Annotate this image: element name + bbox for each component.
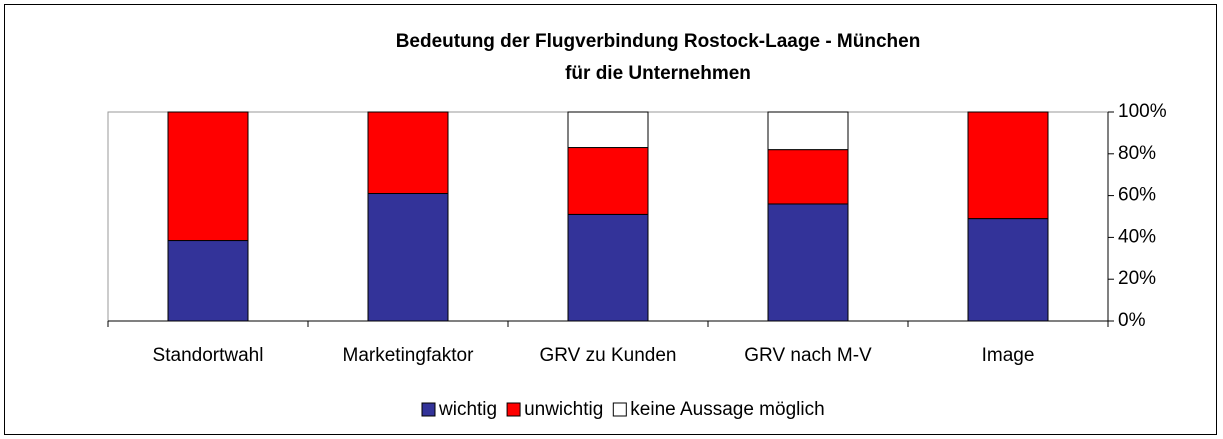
y-tick-label: 60%	[1118, 185, 1156, 206]
chart-subtitle: für die Unternehmen	[565, 63, 751, 84]
y-tick-label: 40%	[1118, 226, 1156, 247]
bar-segment	[167, 240, 249, 322]
y-tick-label: 20%	[1118, 268, 1156, 289]
legend-swatch	[421, 402, 436, 417]
bar-segment	[367, 193, 449, 322]
bar-segment	[567, 111, 649, 149]
y-tick-label: 100%	[1118, 101, 1167, 122]
x-tick-label: Image	[982, 345, 1035, 366]
bar-segment	[967, 218, 1049, 322]
legend-label: wichtig	[438, 399, 497, 420]
x-tick-label: Standortwahl	[153, 345, 264, 366]
x-tick-label: Marketingfaktor	[343, 345, 475, 366]
bar-segment	[167, 111, 249, 242]
x-tick-label: GRV nach M-V	[744, 345, 872, 366]
legend-swatch	[612, 402, 627, 417]
bar-segment	[367, 111, 449, 195]
legend-label: unwichtig	[524, 399, 603, 420]
y-tick-label: 80%	[1118, 143, 1156, 164]
x-tick-label: GRV zu Kunden	[540, 345, 677, 366]
legend-swatch	[506, 402, 521, 417]
legend-label: keine Aussage möglich	[630, 399, 824, 420]
bar-segment	[767, 111, 849, 151]
chart-title: Bedeutung der Flugverbindung Rostock-Laa…	[396, 31, 921, 52]
y-tick-label: 0%	[1118, 310, 1146, 331]
bar-segment	[967, 111, 1049, 220]
bar-segment	[767, 203, 849, 322]
bar-segment	[567, 213, 649, 322]
bar-segment	[767, 149, 849, 205]
bar-segment	[567, 147, 649, 215]
